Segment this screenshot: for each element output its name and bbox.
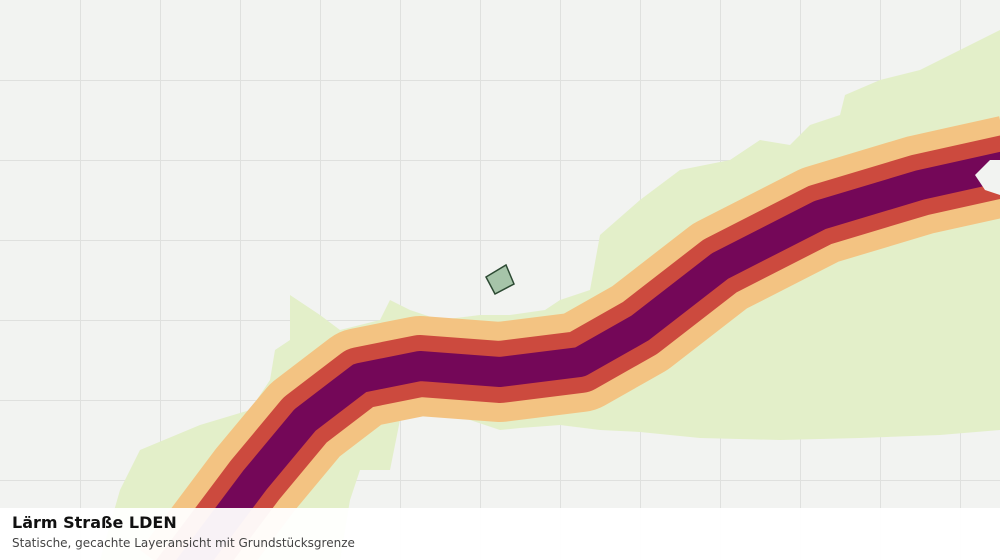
parcel-boundary (485, 263, 515, 296)
layer-title: Lärm Straße LDEN (12, 513, 177, 532)
legend-panel: Lärm Straße LDEN Statische, gecachte Lay… (0, 508, 1000, 560)
layer-subtitle: Statische, gecachte Layeransicht mit Gru… (12, 536, 355, 550)
noise-zone-very-high (176, 151, 1000, 560)
gap (975, 160, 1000, 195)
